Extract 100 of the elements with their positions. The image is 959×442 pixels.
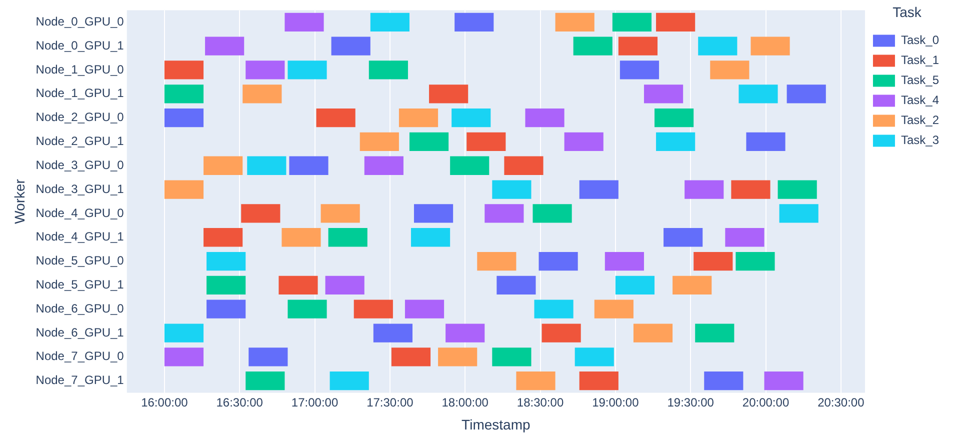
- bar: [710, 60, 750, 80]
- bar: [164, 60, 204, 80]
- legend-label: Task_5: [900, 73, 940, 88]
- bar: [615, 276, 655, 295]
- y-tick-label: Node_0_GPU_0: [36, 14, 124, 28]
- x-tick-label: 17:00:00: [291, 395, 338, 410]
- bar: [786, 84, 826, 104]
- bar: [288, 300, 327, 318]
- bar: [446, 324, 485, 342]
- bar: [205, 36, 244, 56]
- bar: [764, 372, 804, 390]
- y-tick-label: Node_3_GPU_1: [36, 182, 124, 196]
- bar: [573, 36, 612, 56]
- bar: [454, 12, 494, 32]
- bar: [241, 204, 280, 223]
- bar: [694, 252, 733, 271]
- x-tick-label: 17:30:00: [366, 395, 414, 410]
- bar: [246, 60, 285, 80]
- x-tick-label: 19:00:00: [592, 395, 640, 410]
- x-tick-label: 16:00:00: [141, 395, 188, 410]
- bar: [288, 60, 327, 80]
- bar: [534, 300, 574, 318]
- bar: [525, 108, 564, 128]
- bar: [429, 84, 468, 104]
- bar: [746, 132, 786, 152]
- bar: [778, 180, 817, 199]
- bar: [360, 132, 399, 152]
- bar: [289, 156, 328, 175]
- bar: [373, 324, 412, 342]
- y-tick-label: Node_4_GPU_1: [36, 230, 124, 244]
- bar: [618, 36, 658, 56]
- bar: [656, 12, 696, 32]
- bar: [404, 300, 444, 318]
- bar: [320, 204, 360, 223]
- y-tick-label: Node_6_GPU_1: [36, 325, 124, 340]
- bar: [594, 300, 634, 318]
- bar: [204, 228, 243, 247]
- legend-label: Task_2: [900, 113, 940, 128]
- bar: [452, 108, 491, 128]
- y-tick-label: Node_1_GPU_0: [36, 62, 124, 76]
- y-tick-label: Node_7_GPU_1: [36, 373, 124, 388]
- bar: [316, 108, 356, 128]
- legend-label: Task_0: [900, 33, 940, 48]
- bar: [750, 36, 790, 56]
- bar: [538, 252, 578, 271]
- bar: [164, 108, 204, 128]
- bar: [450, 156, 490, 175]
- bar: [466, 132, 506, 152]
- bar: [698, 36, 738, 56]
- bar: [564, 132, 604, 152]
- bar: [704, 372, 744, 390]
- bar: [410, 228, 450, 247]
- bar: [484, 204, 524, 223]
- bar: [492, 348, 532, 366]
- bar: [684, 180, 724, 199]
- bar: [368, 60, 408, 80]
- bar: [654, 108, 694, 128]
- bar: [725, 228, 764, 247]
- legend-label: Task_1: [900, 53, 940, 68]
- y-tick-label: Node_2_GPU_1: [36, 134, 124, 148]
- bar: [633, 324, 673, 342]
- y-tick-label: Node_5_GPU_0: [36, 254, 124, 268]
- bar: [604, 252, 644, 271]
- bar: [284, 12, 324, 32]
- bar: [242, 84, 282, 104]
- bar: [246, 372, 285, 390]
- x-tick-label: 20:30:00: [818, 395, 865, 410]
- legend-label: Task_3: [900, 133, 940, 148]
- bar: [492, 180, 532, 199]
- bar: [364, 156, 404, 175]
- legend-title: Task: [892, 4, 922, 20]
- bar: [496, 276, 536, 295]
- bar: [206, 276, 246, 295]
- bar: [532, 204, 572, 223]
- bar: [354, 300, 393, 318]
- bar: [398, 108, 438, 128]
- bar: [331, 36, 370, 56]
- x-tick-label: 18:30:00: [516, 395, 564, 410]
- bar: [477, 252, 516, 271]
- bar: [574, 348, 614, 366]
- bar: [282, 228, 321, 247]
- bar: [164, 84, 204, 104]
- bar: [164, 324, 204, 342]
- bar: [164, 348, 204, 366]
- bar: [504, 156, 544, 175]
- bar: [579, 180, 618, 199]
- bar: [414, 204, 454, 223]
- bar: [612, 12, 652, 32]
- y-axis-title: Worker: [11, 178, 28, 224]
- bar: [779, 204, 818, 223]
- bar: [731, 180, 770, 199]
- x-axis-title: Timestamp: [462, 416, 530, 432]
- bar: [620, 60, 660, 80]
- y-tick-label: Node_0_GPU_1: [36, 38, 124, 52]
- legend-label: Task_4: [900, 93, 940, 108]
- y-tick-label: Node_3_GPU_0: [36, 158, 124, 172]
- bar: [409, 132, 449, 152]
- bar: [516, 372, 556, 390]
- x-tick-label: 16:30:00: [216, 395, 264, 410]
- bar: [370, 12, 410, 32]
